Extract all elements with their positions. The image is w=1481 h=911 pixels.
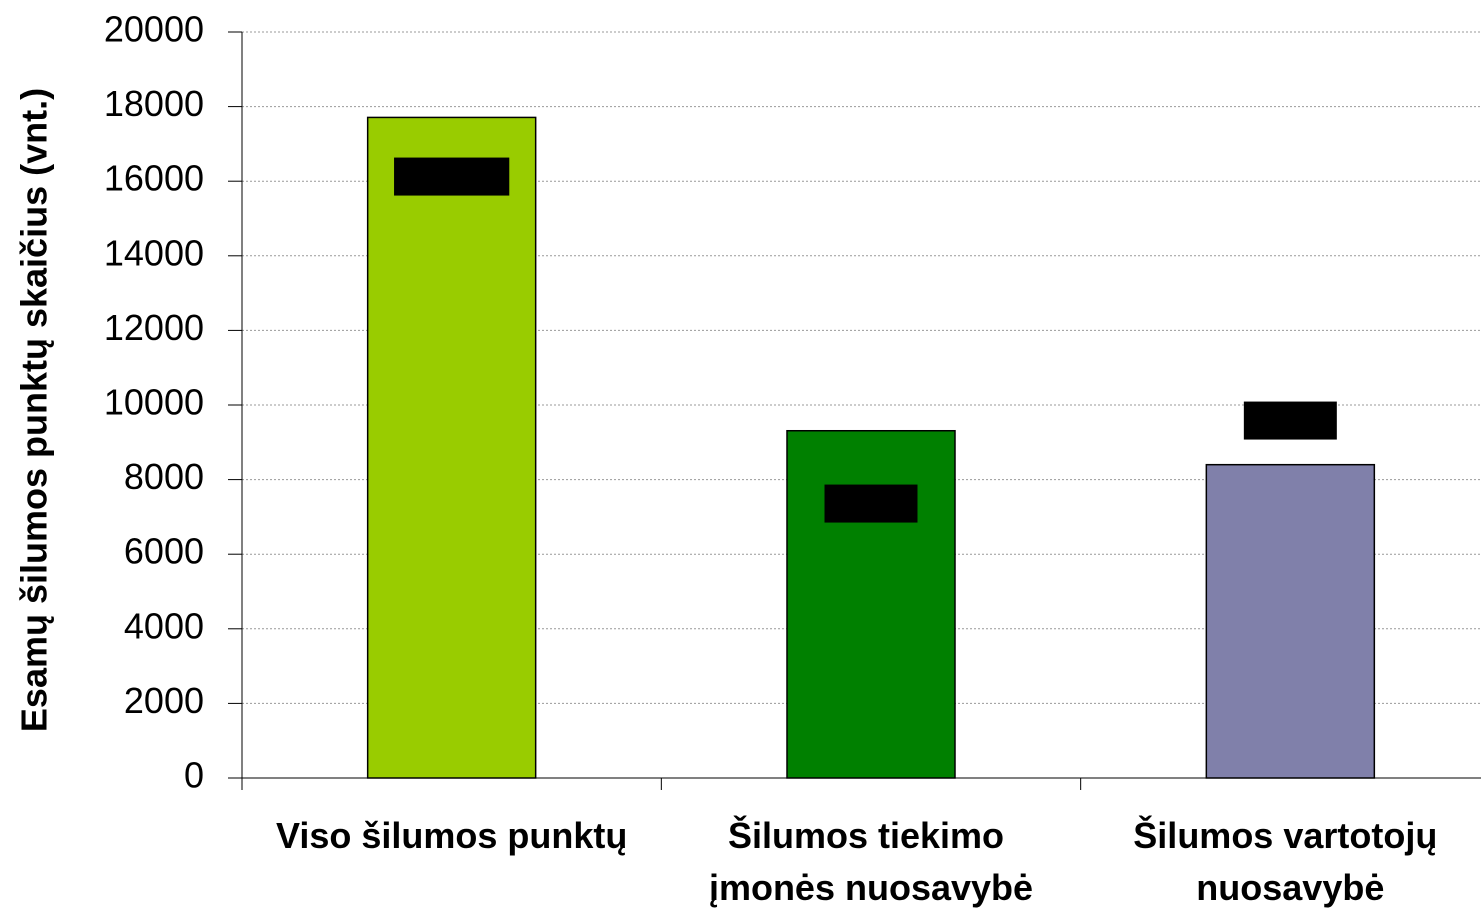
y-tick-label: 8000 <box>124 456 204 497</box>
y-axis-title: Esamų šilumos punktų skaičius (vnt.) <box>14 88 55 732</box>
bar <box>1205 463 1376 779</box>
y-tick-label: 0 <box>184 755 204 796</box>
x-tick-label: Šilumos vartotojų nuosavybė <box>1133 814 1447 908</box>
value-label-bg <box>394 157 510 196</box>
y-tick-label: 16000 <box>104 158 204 199</box>
x-tick-label: Viso šilumos punktų <box>276 815 627 856</box>
y-tick-label: 10000 <box>104 382 204 423</box>
x-tick-label: Šilumos tiekimo įmonės nuosavybė <box>709 814 1033 908</box>
value-label-bg <box>824 484 918 523</box>
y-tick-label: 2000 <box>124 680 204 721</box>
bar <box>366 116 537 779</box>
y-tick-label: 6000 <box>124 531 204 572</box>
value-label: 8400 <box>1246 398 1335 442</box>
y-tick-label: 18000 <box>104 83 204 124</box>
y-tick-label: 4000 <box>124 605 204 646</box>
y-tick-label: 20000 <box>104 9 204 50</box>
value-label-bg <box>1243 401 1337 440</box>
y-tick-label: 14000 <box>104 232 204 273</box>
value-label: 9310 <box>827 481 916 525</box>
y-tick-label: 12000 <box>104 307 204 348</box>
value-label: 17710 <box>396 154 507 198</box>
